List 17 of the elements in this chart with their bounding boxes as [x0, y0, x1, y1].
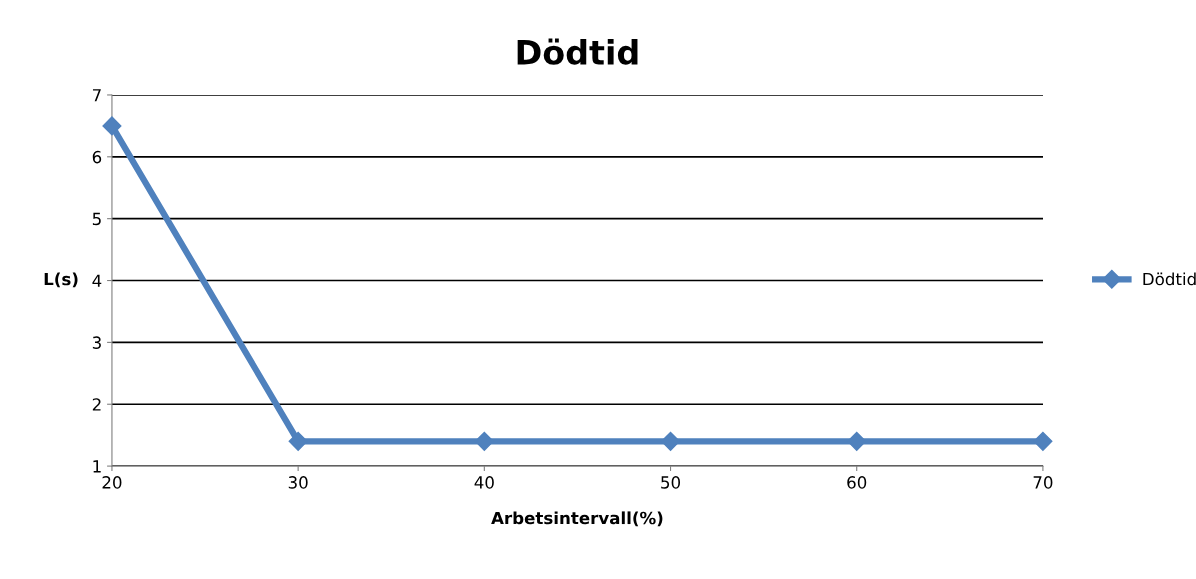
- y-tick-label: 1: [93, 460, 101, 473]
- y-tick-label: 2: [92, 398, 101, 411]
- y-tick-label: 4: [92, 274, 102, 287]
- y-tick-label: 3: [92, 336, 101, 349]
- x-tick-label: 40: [474, 476, 494, 489]
- chart-title: Dödtid: [517, 38, 638, 65]
- x-tick-label: 60: [847, 476, 867, 489]
- x-tick-label: 30: [288, 476, 308, 489]
- y-tick-label: 5: [92, 212, 101, 226]
- x-axis-title: Arbetsintervall(%): [491, 511, 663, 527]
- y-axis-title: L(s): [44, 272, 78, 288]
- y-tick-label: 7: [92, 89, 101, 102]
- y-tick-label: 6: [92, 150, 102, 164]
- x-tick-label: 50: [661, 476, 681, 489]
- x-tick-label: 70: [1033, 476, 1053, 489]
- legend-label: Dödtid: [1143, 272, 1196, 286]
- x-tick-label: 20: [102, 476, 122, 489]
